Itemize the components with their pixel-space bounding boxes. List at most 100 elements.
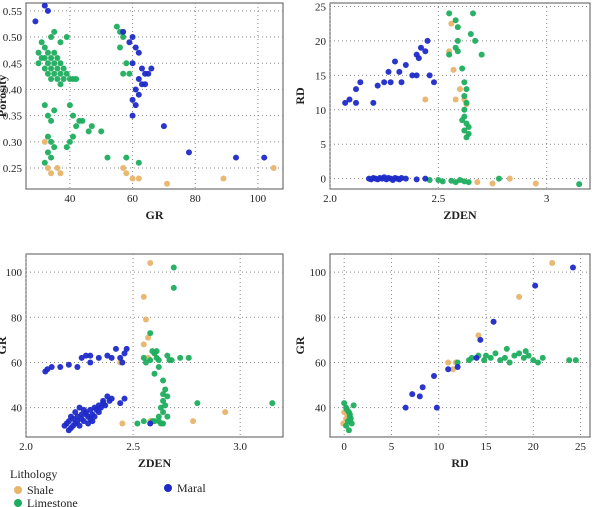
- point-maral: [121, 395, 128, 402]
- point-shale: [489, 180, 496, 187]
- point-limestone: [88, 123, 95, 130]
- point-shale: [142, 316, 149, 323]
- x-tick-label: 15: [481, 441, 493, 453]
- point-maral: [72, 409, 79, 416]
- point-limestone: [48, 154, 55, 161]
- legend-marker-shale: [14, 486, 22, 494]
- point-limestone: [51, 49, 58, 56]
- point-maral: [80, 406, 87, 413]
- point-shale: [445, 359, 452, 366]
- point-maral: [135, 75, 142, 82]
- y-tick-label: 0.55: [3, 6, 23, 18]
- point-maral: [87, 359, 94, 366]
- point-maral: [87, 352, 94, 359]
- point-maral: [445, 366, 452, 373]
- point-limestone: [497, 357, 504, 364]
- point-shale: [164, 180, 171, 187]
- point-limestone: [516, 350, 523, 357]
- point-shale: [449, 366, 456, 373]
- point-shale: [44, 165, 51, 172]
- point-limestone: [348, 420, 355, 427]
- point-limestone: [465, 357, 472, 364]
- point-limestone: [461, 106, 468, 113]
- point-shale: [222, 409, 229, 416]
- point-limestone: [44, 60, 51, 67]
- point-maral: [44, 7, 51, 14]
- point-maral: [95, 354, 102, 361]
- point-limestone: [140, 354, 147, 361]
- point-limestone: [79, 117, 86, 124]
- point-limestone: [48, 55, 55, 62]
- point-limestone: [347, 415, 354, 422]
- point-limestone: [522, 348, 529, 355]
- x-tick-label: 2.5: [126, 441, 140, 453]
- point-maral: [67, 413, 74, 420]
- point-maral: [48, 363, 55, 370]
- point-maral: [422, 175, 429, 182]
- point-limestone: [41, 55, 48, 62]
- point-limestone: [151, 370, 158, 377]
- point-maral: [148, 65, 155, 72]
- point-limestone: [164, 393, 171, 400]
- point-maral: [370, 99, 377, 106]
- point-maral: [431, 79, 437, 86]
- point-limestone: [54, 55, 61, 62]
- point-maral: [426, 72, 433, 79]
- point-limestone: [452, 17, 459, 24]
- y-tick-label: 80: [315, 312, 327, 324]
- panel-zden-vs-gr: 2.0 2.5 3.0 40 60 80 100 ZDEN GR: [0, 253, 284, 470]
- point-shale: [457, 86, 463, 93]
- y-axis-label: GR: [293, 336, 307, 354]
- point-maral: [147, 420, 154, 427]
- point-limestone: [44, 70, 51, 77]
- point-limestone: [57, 39, 64, 46]
- legend-label-limestone: Limestone: [27, 496, 78, 507]
- point-limestone: [341, 400, 348, 407]
- point-maral: [402, 404, 409, 411]
- point-maral: [413, 176, 420, 183]
- point-limestone: [446, 10, 453, 17]
- x-tick-label: 60: [127, 193, 139, 205]
- point-limestone: [155, 363, 162, 370]
- point-maral: [100, 400, 107, 407]
- point-maral: [569, 264, 576, 271]
- legend-marker-limestone: [14, 499, 22, 507]
- y-tick-label: 0.40: [3, 84, 23, 96]
- point-limestone: [48, 34, 55, 41]
- point-limestone: [73, 123, 80, 130]
- legend-title: Lithology: [10, 467, 57, 481]
- point-maral: [490, 318, 497, 325]
- point-maral: [353, 99, 359, 106]
- y-tick-label: 80: [11, 312, 23, 324]
- point-maral: [32, 18, 39, 25]
- point-limestone: [44, 133, 51, 140]
- point-limestone: [511, 352, 518, 359]
- point-limestone: [48, 138, 55, 145]
- point-limestone: [467, 31, 474, 37]
- point-shale: [48, 170, 55, 177]
- point-limestone: [160, 377, 167, 384]
- point-limestone: [57, 81, 64, 88]
- y-tick-label: 25: [315, 1, 327, 13]
- point-limestone: [120, 34, 127, 41]
- point-limestone: [66, 138, 73, 145]
- point-limestone: [35, 49, 42, 56]
- point-limestone: [44, 49, 51, 56]
- point-limestone: [461, 79, 468, 86]
- point-maral: [89, 418, 96, 425]
- point-limestone: [454, 37, 461, 44]
- point-limestone: [63, 70, 70, 77]
- point-shale: [120, 165, 127, 172]
- point-maral: [415, 55, 422, 62]
- y-tick-label: 0.35: [3, 111, 23, 123]
- point-shale: [54, 165, 61, 172]
- x-axis-label: RD: [451, 456, 469, 470]
- point-limestone: [63, 34, 70, 41]
- point-maral: [132, 44, 139, 51]
- point-maral: [135, 49, 142, 56]
- point-limestone: [117, 44, 124, 51]
- point-maral: [82, 352, 89, 359]
- point-limestone: [269, 400, 276, 407]
- y-tick-label: 20: [315, 36, 327, 48]
- point-limestone: [151, 350, 158, 357]
